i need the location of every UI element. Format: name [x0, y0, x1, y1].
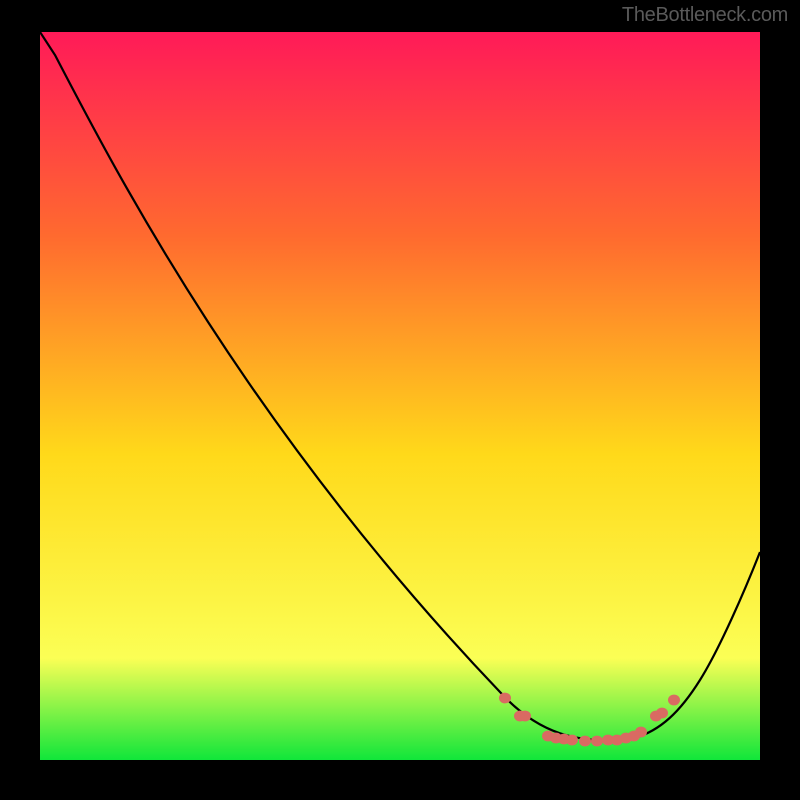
- bottleneck-curve-chart: [0, 0, 800, 800]
- marker-point: [591, 736, 603, 747]
- marker-point: [566, 735, 578, 746]
- marker-point: [579, 736, 591, 747]
- marker-point: [635, 727, 647, 738]
- marker-point: [499, 693, 511, 704]
- marker-point: [519, 711, 531, 722]
- chart-container: TheBottleneck.com: [0, 0, 800, 800]
- marker-point: [668, 695, 680, 706]
- marker-point: [656, 708, 668, 719]
- gradient-background: [40, 32, 760, 760]
